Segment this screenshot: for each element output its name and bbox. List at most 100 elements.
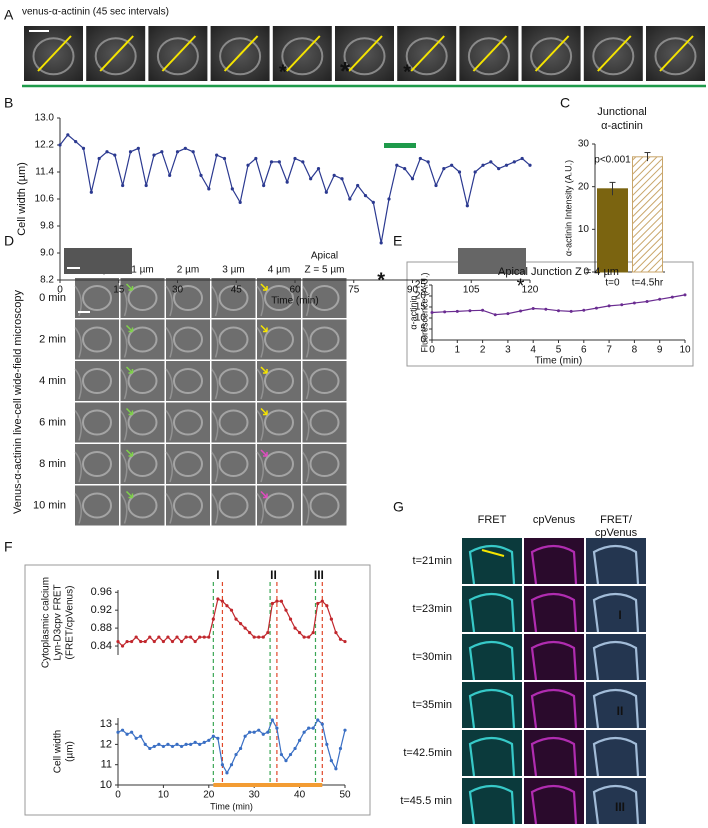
y-axis-label: (µm) [65,741,76,762]
data-point [252,635,256,639]
cell-outline [530,640,578,681]
cell-outline [219,37,262,76]
panel-box [406,261,694,367]
cell-outline [82,368,112,394]
x-tick-label: 0 [57,285,63,296]
data-point [179,639,184,644]
x-tick-label: 75 [348,285,360,296]
x-tick-label: 1 [455,345,461,356]
data-point [184,742,188,746]
cell-outline [592,544,640,585]
data-point [160,150,164,154]
data-point [261,635,265,639]
side-label: Venus-α-actinin live-cell wide-field mic… [12,290,24,514]
y-tick-label: 12 [100,738,112,750]
x-tick-label: 6 [581,345,587,356]
x-tick-label: 105 [463,285,480,296]
data-point [128,150,133,154]
image-tile [257,485,301,526]
cell-outline [173,326,203,353]
cell-edge [210,368,219,400]
column-header: Apical [311,251,338,262]
data-point [120,644,125,648]
image-tile [75,485,119,526]
cell-edge [301,327,310,358]
x-axis-label: Time (min) [535,356,582,367]
x-tick-label: 60 [289,285,301,296]
cell-edge [74,285,82,317]
cell-edge [74,368,82,400]
x-tick-label: 0 [115,790,121,801]
image-tile [75,444,119,484]
data-point [238,622,243,626]
event-asterisk: * [340,56,351,86]
data-point [198,742,202,746]
data-point [316,601,320,606]
data-point [152,744,156,749]
data-point [113,153,117,157]
y-axis-label: Cell width (µm) [16,162,28,236]
data-point [225,604,229,608]
column-header: 1 µm [131,265,153,276]
image-tile [75,361,119,401]
column-header: 4 µm [268,265,290,276]
event-asterisk: * [377,269,385,291]
cell-outline [468,544,516,585]
arrow [125,283,134,291]
y-tick-label: 8.2 [40,275,54,286]
data-point [211,617,215,621]
chart-title: α-actinin [601,120,643,132]
data-point [457,170,462,174]
cell-outline [530,37,573,76]
event-numeral: II [617,704,624,718]
row-label: t=21min [413,555,452,567]
data-point [430,311,434,314]
x-tick-label: 90 [407,285,419,296]
cell-edge [210,410,219,441]
cell-outline [468,688,516,729]
image-tile [211,319,256,360]
cell-outline [530,784,578,825]
data-point [277,160,281,164]
image-tile [211,444,256,484]
y2-axis-label: Cytoplasmic calcium [41,577,52,668]
data-point [148,635,152,639]
cell-edge [210,451,219,483]
data-point [234,752,238,757]
data-point [311,630,315,635]
cell-outline [82,451,112,477]
data-point [334,767,338,771]
data-point [175,150,180,154]
data-point [170,744,175,749]
data-point [582,308,586,312]
panel-letter: G [393,499,404,515]
data-point [320,722,324,726]
data-point [216,736,220,740]
cell-outline [264,409,294,436]
data-point [557,309,560,313]
cell-edge [256,327,264,358]
cell-outline [156,37,199,76]
measure-line [99,35,134,72]
data-point [269,160,274,164]
cell-outline [173,285,203,311]
data-point [338,746,343,751]
row-label: t=42.5min [403,747,452,759]
cell-outline [264,492,294,519]
arrow [260,490,268,499]
data-point [266,730,270,734]
x-tick-label: 30 [249,790,261,801]
data-point [320,599,324,603]
data-point [230,187,234,191]
event-asterisk: * [517,275,525,297]
arrow [125,324,134,333]
data-point [257,635,261,639]
data-point [220,599,225,603]
cell-outline [468,784,516,825]
data-point [387,197,391,201]
cell-edge [74,410,82,441]
data-point [144,183,148,188]
data-point [148,746,152,751]
data-point [332,173,336,177]
